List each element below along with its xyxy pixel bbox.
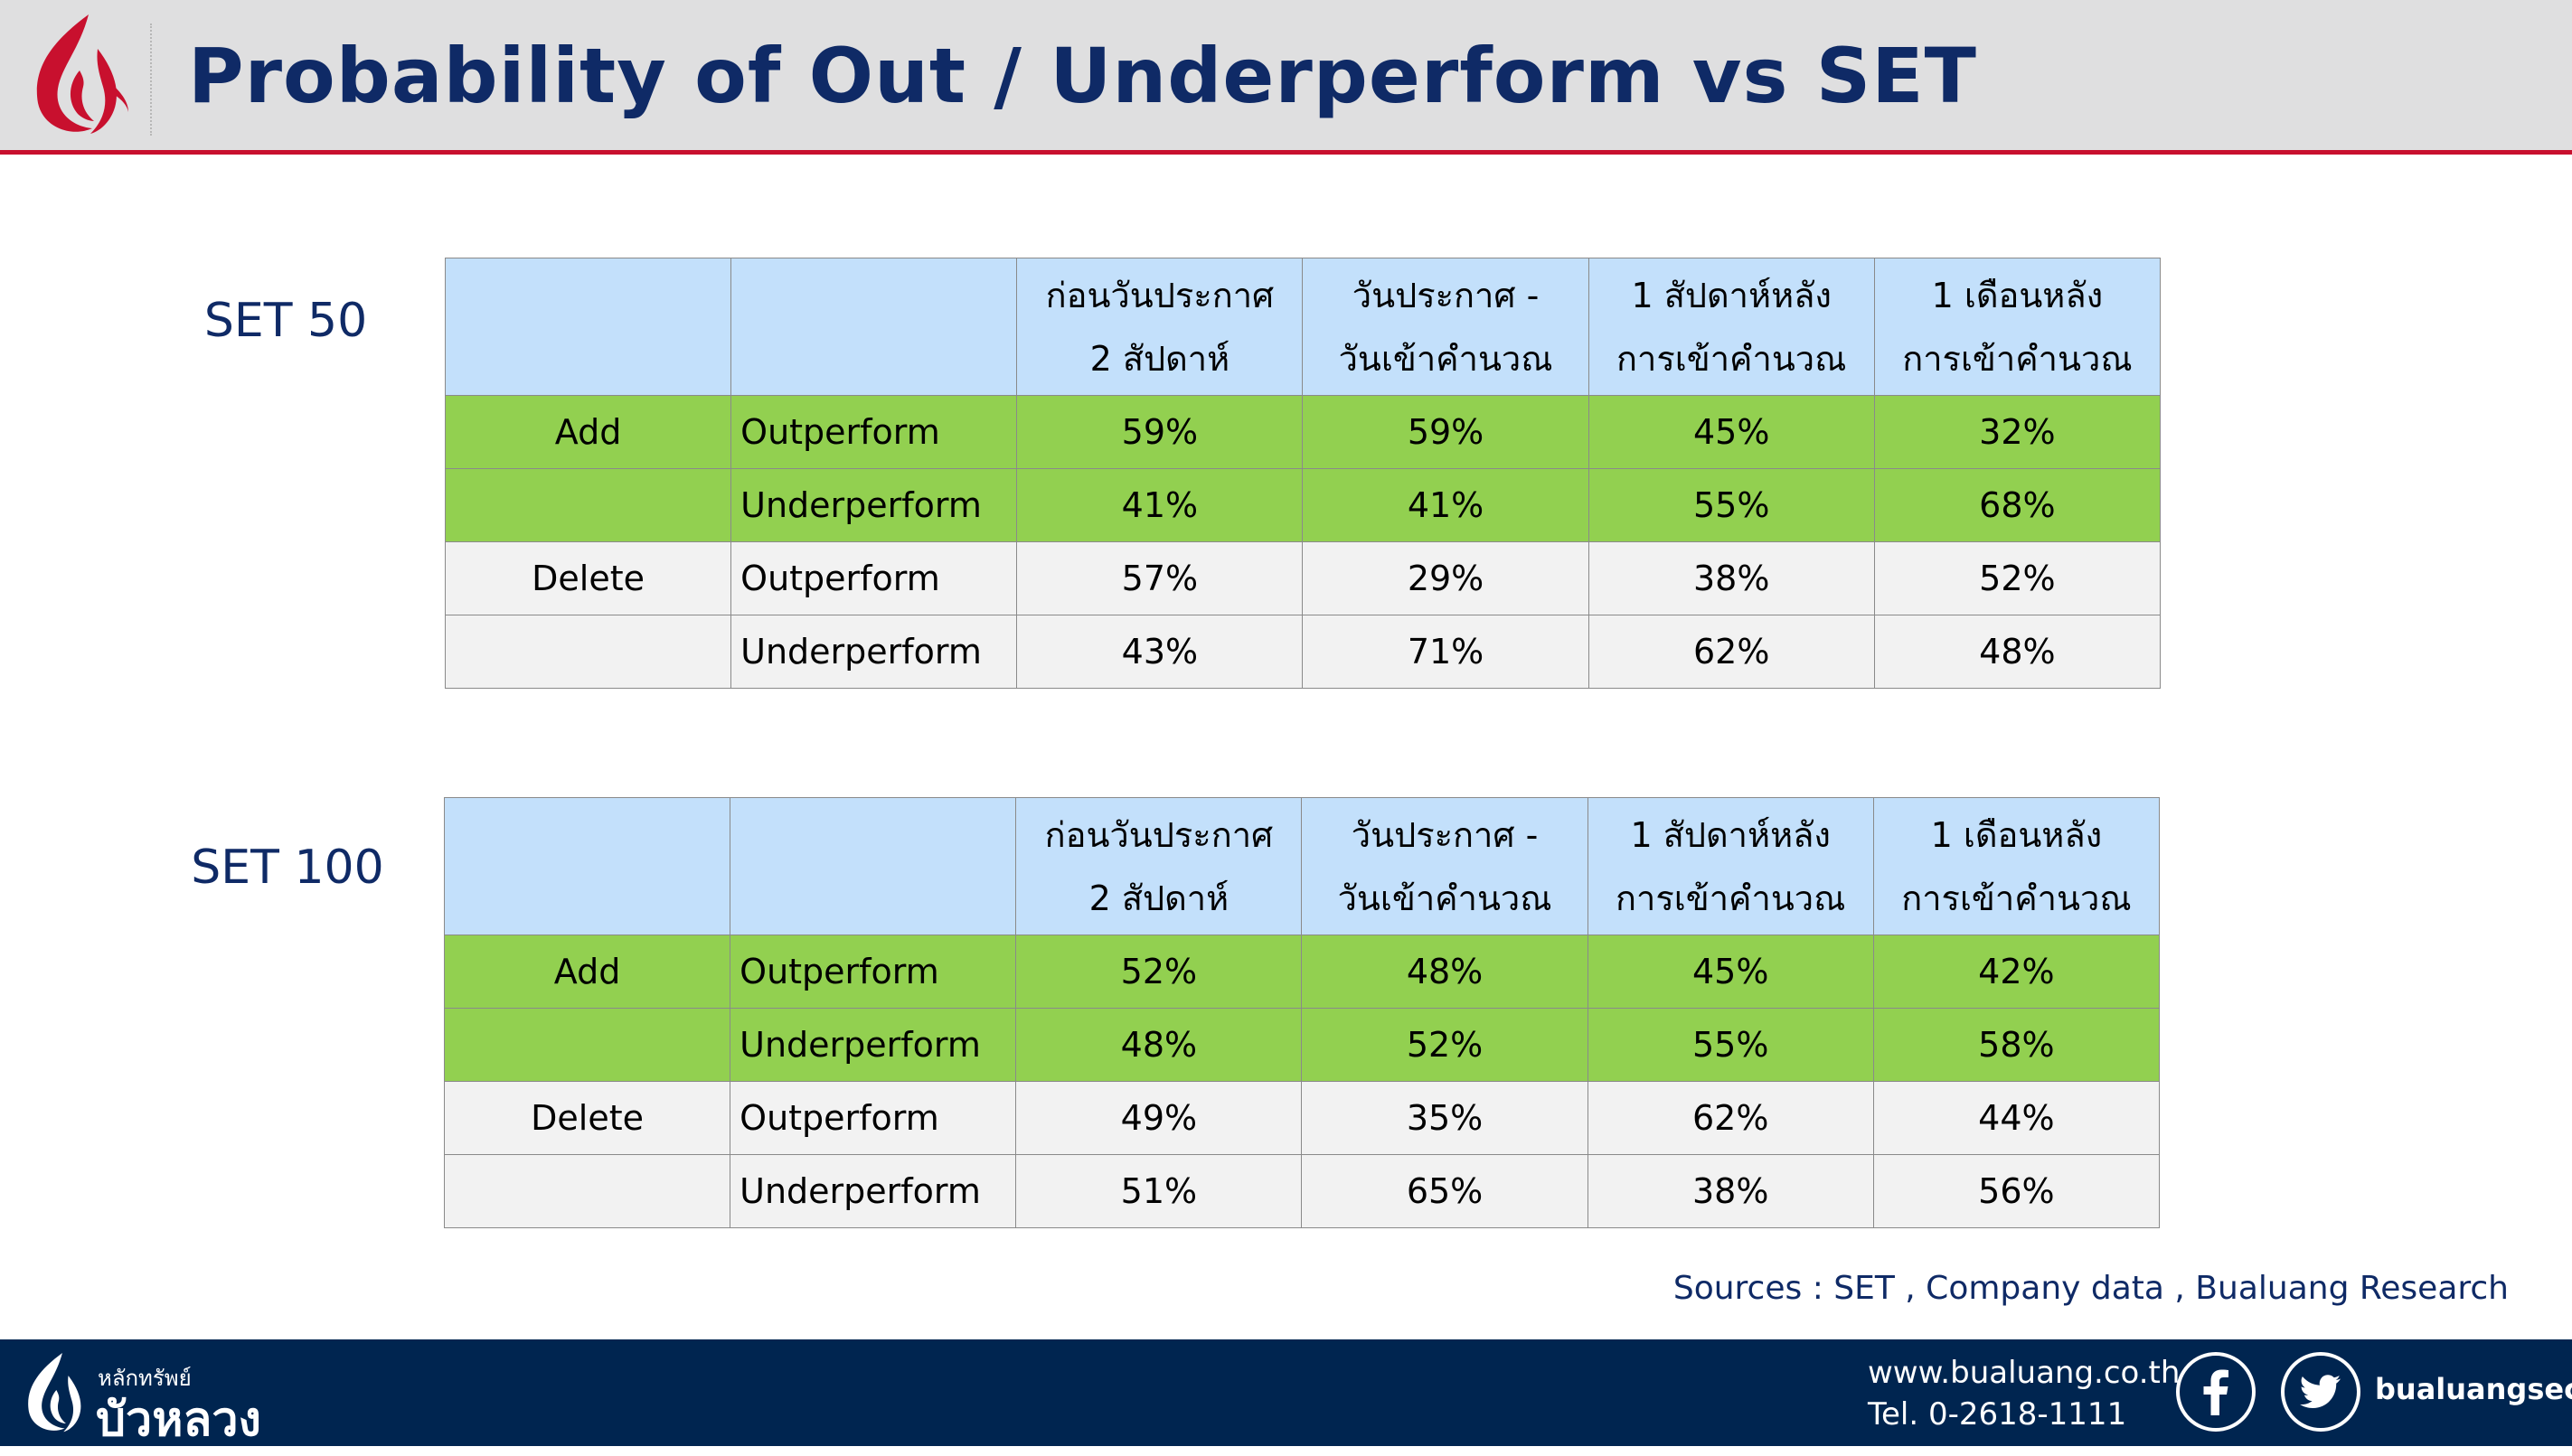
set50-table: ก่อนวันประกาศ 2 สัปดาห์ วันประกาศ - วันเข้… [444, 258, 2162, 689]
table-row: Add Outperform 59% 59% 45% 32% [444, 395, 2162, 469]
value-cell: 42% [1872, 935, 2161, 1009]
metric-cell: Underperform [730, 1154, 1017, 1228]
footer-logo-icon [28, 1353, 81, 1433]
value-cell: 62% [1587, 615, 1875, 689]
value-cell: 45% [1587, 395, 1875, 469]
group-cell [444, 615, 732, 689]
group-cell: Delete [443, 1081, 731, 1155]
footer-bar [0, 1339, 2572, 1446]
header-divider [150, 23, 152, 136]
value-cell: 58% [1872, 1008, 2161, 1082]
table-label-set50: SET 50 [203, 294, 368, 348]
table-row: Underperform 51% 65% 38% 56% [443, 1154, 2161, 1228]
value-cell: 43% [1016, 615, 1304, 689]
value-cell: 49% [1015, 1081, 1303, 1155]
value-cell: 32% [1873, 395, 2162, 469]
table-header-row: ก่อนวันประกาศ 2 สัปดาห์ วันประกาศ - วันเข้… [444, 258, 2162, 396]
group-cell [443, 1154, 731, 1228]
value-cell: 38% [1587, 541, 1875, 615]
brand-name: บัวหลวง [96, 1393, 261, 1447]
metric-cell: Underperform [730, 468, 1018, 542]
value-cell: 65% [1301, 1154, 1588, 1228]
value-cell: 57% [1016, 541, 1304, 615]
table-row: Add Outperform 52% 48% 45% 42% [443, 935, 2161, 1009]
value-cell: 48% [1015, 1008, 1303, 1082]
header-bar [0, 0, 2572, 150]
table-row: Underperform 43% 71% 62% 48% [444, 615, 2162, 689]
table-row: Delete Outperform 57% 29% 38% 52% [444, 541, 2162, 615]
value-cell: 35% [1301, 1081, 1588, 1155]
value-cell: 52% [1301, 1008, 1588, 1082]
column-header: 1 เดือนหลัง การเข้าคำนวณ [1873, 258, 2162, 396]
value-cell: 59% [1302, 395, 1589, 469]
value-cell: 62% [1587, 1081, 1874, 1155]
column-header: วันประกาศ - วันเข้าคำนวณ [1302, 258, 1589, 396]
value-cell: 51% [1015, 1154, 1303, 1228]
table-row: Delete Outperform 49% 35% 62% 44% [443, 1081, 2161, 1155]
facebook-button[interactable] [2176, 1352, 2256, 1432]
value-cell: 56% [1872, 1154, 2161, 1228]
twitter-button[interactable] [2281, 1352, 2360, 1432]
social-handle[interactable]: bualuangsec [2375, 1372, 2572, 1406]
group-cell [443, 1008, 731, 1082]
value-cell: 55% [1587, 468, 1875, 542]
column-header: วันประกาศ - วันเข้าคำนวณ [1301, 797, 1588, 935]
group-cell: Delete [444, 541, 732, 615]
metric-cell: Underperform [730, 1008, 1017, 1082]
value-cell: 71% [1302, 615, 1589, 689]
header-accent-line [0, 150, 2572, 155]
header-cell-empty [444, 258, 732, 396]
column-header: 1 เดือนหลัง การเข้าคำนวณ [1872, 797, 2161, 935]
column-header: 1 สัปดาห์หลัง การเข้าคำนวณ [1587, 258, 1875, 396]
value-cell: 29% [1302, 541, 1589, 615]
value-cell: 45% [1587, 935, 1874, 1009]
facebook-icon [2203, 1369, 2228, 1415]
header-cell-empty [730, 797, 1017, 935]
set100-table: ก่อนวันประกาศ 2 สัปดาห์ วันประกาศ - วันเข้… [443, 797, 2161, 1228]
twitter-icon [2300, 1375, 2341, 1408]
contact-info: www.bualuang.co.th Tel. 0-2618-1111 [1868, 1352, 2180, 1435]
metric-cell: Outperform [730, 541, 1018, 615]
group-cell [444, 468, 732, 542]
metric-cell: Underperform [730, 615, 1018, 689]
table-row: Underperform 48% 52% 55% 58% [443, 1008, 2161, 1082]
value-cell: 55% [1587, 1008, 1874, 1082]
value-cell: 68% [1873, 468, 2162, 542]
column-header: 1 สัปดาห์หลัง การเข้าคำนวณ [1587, 797, 1874, 935]
column-header: ก่อนวันประกาศ 2 สัปดาห์ [1016, 258, 1304, 396]
table-row: Underperform 41% 41% 55% 68% [444, 468, 2162, 542]
header-cell-empty [730, 258, 1018, 396]
value-cell: 52% [1873, 541, 2162, 615]
value-cell: 59% [1016, 395, 1304, 469]
metric-cell: Outperform [730, 1081, 1017, 1155]
column-header: ก่อนวันประกาศ 2 สัปดาห์ [1015, 797, 1303, 935]
value-cell: 38% [1587, 1154, 1874, 1228]
table-header-row: ก่อนวันประกาศ 2 สัปดาห์ วันประกาศ - วันเข้… [443, 797, 2161, 935]
page-title: Probability of Out / Underperform vs SET [188, 32, 1977, 120]
lotus-flame-logo-icon [36, 14, 128, 134]
header-cell-empty [443, 797, 731, 935]
metric-cell: Outperform [730, 395, 1018, 469]
phone-number: Tel. 0-2618-1111 [1868, 1396, 2127, 1433]
value-cell: 52% [1015, 935, 1303, 1009]
value-cell: 48% [1301, 935, 1588, 1009]
table-label-set100: SET 100 [191, 841, 384, 895]
sources-note: Sources : SET , Company data , Bualuang … [1672, 1270, 2509, 1307]
value-cell: 48% [1873, 615, 2162, 689]
value-cell: 41% [1302, 468, 1589, 542]
group-cell: Add [443, 935, 731, 1009]
brand-subtitle: หลักทรัพย์ [98, 1366, 192, 1391]
website-link[interactable]: www.bualuang.co.th [1868, 1355, 2181, 1391]
value-cell: 44% [1872, 1081, 2161, 1155]
metric-cell: Outperform [730, 935, 1017, 1009]
group-cell: Add [444, 395, 732, 469]
value-cell: 41% [1016, 468, 1304, 542]
